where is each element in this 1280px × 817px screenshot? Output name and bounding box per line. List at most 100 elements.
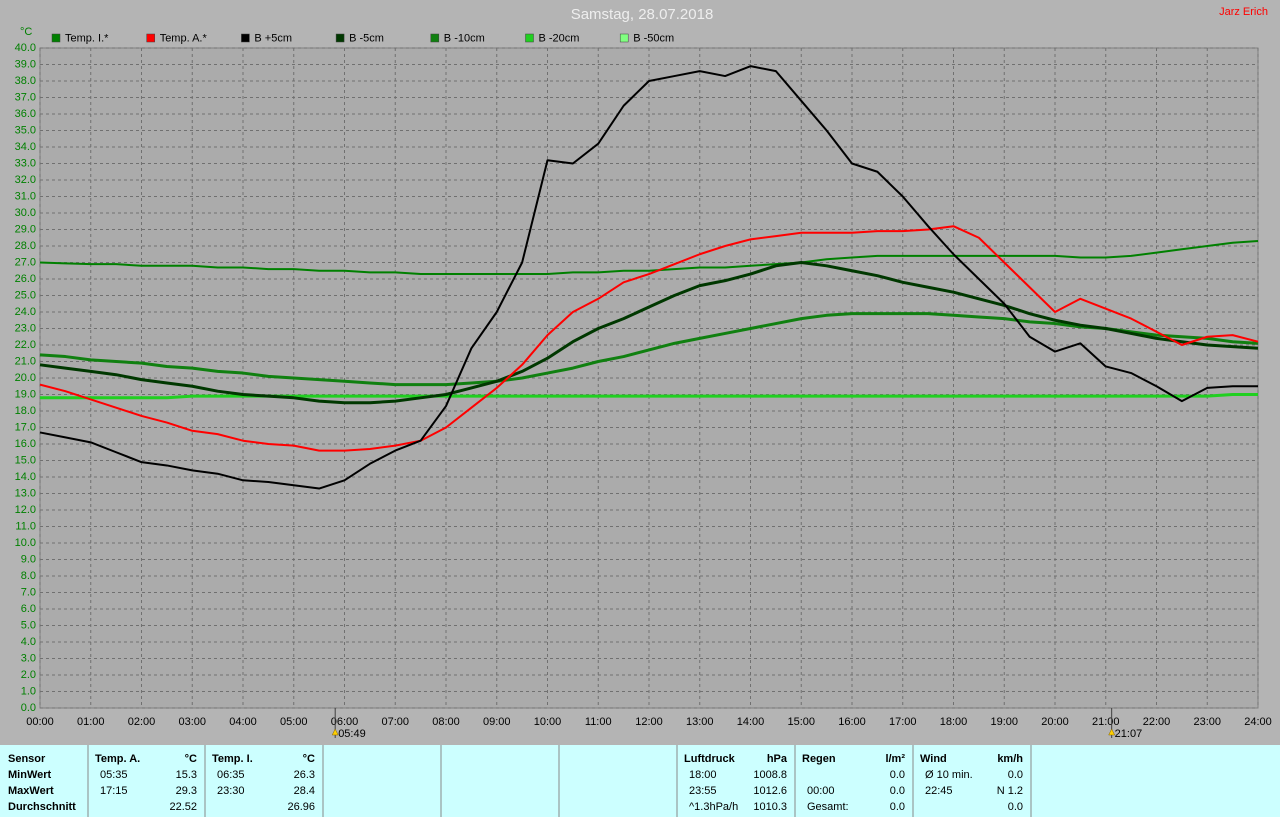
table-cell: 0.0: [890, 769, 905, 781]
table-dividers: [87, 745, 1032, 817]
series-line: [40, 393, 1258, 400]
table-cell: 22.52: [169, 801, 197, 813]
y-tick-label: 0.0: [21, 702, 36, 714]
x-tick-label: 05:00: [280, 716, 308, 728]
table-cell: 0.0: [890, 801, 905, 813]
table-header: l/m²: [885, 753, 905, 765]
summary-table: Sensor MinWert MaxWert Durchschnitt Temp. A.…: [0, 745, 1280, 817]
x-tick-label: 15:00: [787, 716, 815, 728]
legend-label: B -10cm: [444, 32, 485, 44]
chart-title: Samstag, 28.07.2018: [571, 6, 714, 23]
y-tick-label: 22.0: [15, 339, 36, 351]
y-tick-label: 36.0: [15, 108, 36, 120]
x-tick-label: 23:00: [1193, 716, 1221, 728]
y-tick-label: 4.0: [21, 636, 36, 648]
table-cell: 26.96: [287, 801, 315, 813]
table-background: [0, 745, 1280, 817]
legend-label: B -5cm: [349, 32, 384, 44]
y-tick-label: 33.0: [15, 157, 36, 169]
legend-label: B +5cm: [254, 32, 292, 44]
x-tick-label: 17:00: [889, 716, 917, 728]
y-tick-label: 26.0: [15, 273, 36, 285]
y-tick-label: 19.0: [15, 388, 36, 400]
table-cell: N 1.2: [997, 785, 1023, 797]
x-tick-label: 24:00: [1244, 716, 1272, 728]
table-cell: 26.3: [294, 769, 315, 781]
y-tick-label: 17.0: [15, 421, 36, 433]
x-tick-label: 08:00: [432, 716, 460, 728]
x-tick-label: 06:00: [331, 716, 359, 728]
table-header: km/h: [997, 753, 1023, 765]
y-tick-label: 8.0: [21, 570, 36, 582]
table-cell: Durchschnitt: [8, 801, 76, 813]
y-tick-label: 25.0: [15, 289, 36, 301]
y-tick-label: 34.0: [15, 141, 36, 153]
y-tick-label: 39.0: [15, 58, 36, 70]
table-cell: 23:30: [217, 785, 245, 797]
table-header: Temp. A.: [95, 753, 140, 765]
x-tick-label: 22:00: [1143, 716, 1171, 728]
y-tick-label: 23.0: [15, 322, 36, 334]
table-cell: 1010.3: [753, 801, 787, 813]
y-tick-label: 38.0: [15, 75, 36, 87]
table-header: °C: [303, 753, 315, 765]
table-header: °C: [185, 753, 197, 765]
table-cell: 0.0: [1008, 769, 1023, 781]
table-header: hPa: [767, 753, 788, 765]
x-tick-label: 13:00: [686, 716, 714, 728]
legend-label: B -50cm: [633, 32, 674, 44]
table-cell: 0.0: [1008, 801, 1023, 813]
table-cell: 15.3: [176, 769, 197, 781]
table-cell: ^1.3hPa/h: [689, 801, 738, 813]
series-line: [39, 312, 1259, 387]
table-header: Temp. I.: [212, 753, 253, 765]
y-tick-label: 37.0: [15, 91, 36, 103]
table-header: Sensor: [8, 753, 46, 765]
y-unit: °C: [20, 26, 32, 38]
x-tick-label: 11:00: [585, 716, 612, 728]
table-header: Wind: [920, 753, 947, 765]
x-tick-label: 16:00: [838, 716, 866, 728]
table-cell: 1012.6: [753, 785, 787, 797]
table-cell: Ø 10 min.: [925, 769, 973, 781]
y-tick-label: 18.0: [15, 405, 36, 417]
y-tick-label: 9.0: [21, 553, 36, 565]
legend-swatch: [525, 33, 534, 43]
y-tick-label: 3.0: [21, 652, 36, 664]
series-line: [39, 261, 1259, 405]
y-tick-label: 16.0: [15, 438, 36, 450]
x-tick-label: 01:00: [77, 716, 105, 728]
y-tick-label: 5.0: [21, 619, 36, 631]
legend-label: Temp. A.*: [160, 32, 208, 44]
x-tick-label: 20:00: [1041, 716, 1069, 728]
table-cell: MinWert: [8, 769, 52, 781]
table-cell: 23:55: [689, 785, 717, 797]
table-cell: 06:35: [217, 769, 245, 781]
x-tick-label: 00:00: [26, 716, 54, 728]
table-cell: 17:15: [100, 785, 128, 797]
table-header: Luftdruck: [684, 753, 736, 765]
x-tick-label: 09:00: [483, 716, 511, 728]
y-tick-label: 29.0: [15, 223, 36, 235]
legend-label: Temp. I.*: [65, 32, 109, 44]
y-tick-label: 12.0: [15, 504, 36, 516]
legend-label: B -20cm: [539, 32, 580, 44]
y-tick-label: 35.0: [15, 124, 36, 136]
sun-time: 05:49: [338, 728, 366, 740]
y-tick-label: 40.0: [15, 42, 36, 54]
y-tick-label: 13.0: [15, 487, 36, 499]
table-header: Regen: [802, 753, 836, 765]
x-tick-label: 02:00: [128, 716, 156, 728]
series-line: [39, 225, 1259, 452]
y-tick-label: 27.0: [15, 256, 36, 268]
legend-swatch: [241, 33, 250, 43]
legend-swatch: [51, 33, 61, 43]
y-tick-label: 31.0: [15, 190, 36, 202]
y-tick-label: 30.0: [15, 207, 36, 219]
table-cell: MaxWert: [8, 785, 54, 797]
y-tick-label: 1.0: [21, 685, 36, 697]
x-tick-label: 14:00: [737, 716, 765, 728]
legend-swatch: [146, 33, 155, 43]
series-line: [39, 65, 1258, 490]
